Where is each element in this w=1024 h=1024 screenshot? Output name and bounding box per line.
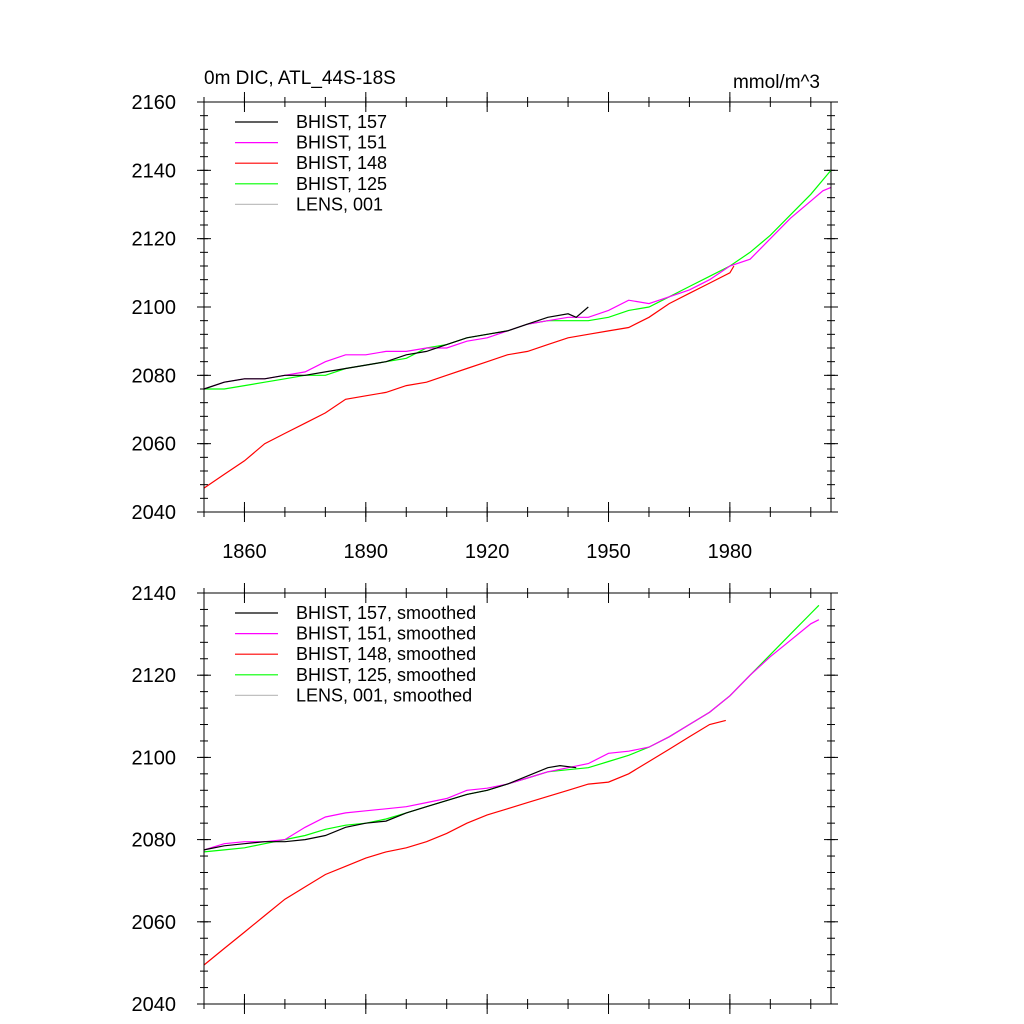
x-tick-label: 1920 [465,541,510,563]
legend-label: BHIST, 125, smoothed [296,665,476,685]
legend-label: BHIST, 125 [296,174,387,194]
legend-label: BHIST, 148 [296,153,387,173]
units-label: mmol/m^3 [733,72,820,93]
x-tick-label: 1950 [586,541,631,563]
x-tick-label: 1890 [344,541,389,563]
y-tick-label: 2120 [132,229,177,251]
legend-label: BHIST, 157, smoothed [296,603,476,623]
y-tick-label: 2140 [132,583,177,605]
series-line-148 [203,265,735,489]
x-tick-label: 1860 [222,541,267,563]
plot-frame [203,592,832,1005]
panel-title: 0m DIC, ATL_44S-18S [204,68,396,89]
series-line-157 [203,306,589,390]
y-tick-label: 2100 [132,747,177,769]
y-tick-label: 2140 [132,160,177,182]
y-tick-label: 2080 [132,365,177,387]
legend-label: BHIST, 148, smoothed [296,644,476,664]
series-line-157 [203,764,577,851]
legend-label: BHIST, 151, smoothed [296,624,476,644]
legend-label: BHIST, 157 [296,112,387,132]
y-tick-label: 2060 [132,912,177,934]
legend-label: LENS, 001 [296,194,383,214]
y-tick-label: 2120 [132,665,177,687]
x-tick-label: 1980 [708,541,753,563]
y-tick-label: 2040 [132,994,177,1016]
series-lines [203,604,820,966]
y-tick-label: 2100 [132,297,177,319]
y-tick-label: 2040 [132,502,177,524]
series-line-148 [203,719,726,966]
axis-ticks: 2040 2060 2080 2100 2120 2140 [132,583,838,1016]
legend-label: LENS, 001, smoothed [296,685,472,705]
series-line-151 [203,186,832,390]
series-lines [203,169,832,489]
y-tick-label: 2080 [132,830,177,852]
series-line-151 [203,619,820,851]
legend-label: BHIST, 151 [296,133,387,153]
smoothed-dic-panel: 2040 2060 2080 2100 2120 2140 BHIST, 157, smo… [132,583,838,1016]
y-tick-label: 2160 [132,92,177,114]
y-tick-label: 2060 [132,434,177,456]
plot-frame [203,101,832,513]
raw-dic-panel: 0m DIC, ATL_44S-18S mmol/m^3 2040 2060 208… [132,68,838,563]
